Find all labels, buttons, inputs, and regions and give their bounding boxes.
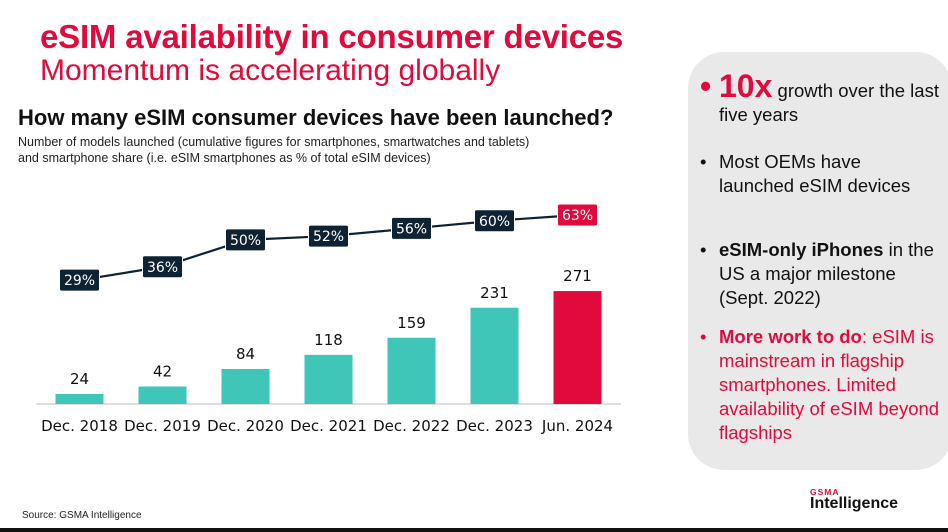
share-label-box <box>474 209 515 233</box>
bar-value-label: 231 <box>480 284 509 302</box>
highlight-iphones: • eSIM-only iPhones in the US a major mi… <box>700 238 940 310</box>
highlight-colon: : <box>861 326 868 347</box>
highlight-big-number: 10x <box>719 68 773 104</box>
x-tick-label: Dec. 2023 <box>456 417 533 435</box>
bar <box>221 369 270 404</box>
bar-value-label: 271 <box>563 267 592 285</box>
x-tick-label: Dec. 2019 <box>124 417 201 435</box>
share-label-box <box>557 203 598 227</box>
highlight-rest: growth over the last five years <box>719 80 939 125</box>
bar-value-label: 118 <box>314 331 343 349</box>
share-label-box <box>59 268 100 292</box>
share-label-box <box>308 224 349 248</box>
x-tick-label: Jun. 2024 <box>541 417 613 435</box>
bullet-dot: • <box>700 326 707 347</box>
highlight-text: 10x growth over the last five years <box>700 70 940 127</box>
bar <box>138 386 187 404</box>
chart: 24 Dec. 2018 42 Dec. 2019 84 Dec. 2020 118 Dec.… <box>36 203 621 435</box>
highlight-growth: • 10x growth over the last five years <box>700 68 940 127</box>
page-title: eSIM availability in consumer devices <box>40 18 624 55</box>
share-label-box <box>391 216 432 240</box>
bar <box>553 291 602 404</box>
bottom-bar <box>0 528 948 532</box>
chart-title: How many eSIM consumer devices have been… <box>18 105 614 130</box>
highlight-text: eSIM-only iPhones in the US a major mile… <box>700 238 940 310</box>
x-tick-label: Dec. 2021 <box>290 417 367 435</box>
share-label: 52% <box>313 229 344 245</box>
share-label: 56% <box>396 221 427 237</box>
highlight-more-work: • More work to do: eSIM is mainstream in… <box>700 325 940 445</box>
highlight-oems: • Most OEMs have launched eSIM devices <box>700 150 940 198</box>
bar-value-label: 84 <box>236 345 255 363</box>
chart-description-line: and smartphone share (i.e. eSIM smartpho… <box>18 151 431 165</box>
highlight-bold: More work to do <box>719 326 862 347</box>
chart-description: Number of models launched (cumulative fi… <box>18 134 529 166</box>
highlight-text: Most OEMs have launched eSIM devices <box>719 151 911 196</box>
highlight-rest: in the US a major milestone (Sept. 2022) <box>719 239 934 308</box>
share-label: 63% <box>562 208 593 224</box>
bar <box>55 394 104 404</box>
logo-main-text: Intelligence <box>810 495 899 512</box>
highlight-rest: eSIM is mainstream in flagship smartphon… <box>719 326 940 443</box>
source-note: Source: GSMA Intelligence <box>22 510 142 521</box>
chart-description-line: Number of models launched (cumulative fi… <box>18 135 530 149</box>
bullet-dot: • <box>700 151 707 172</box>
bullet-dot: • <box>700 68 712 104</box>
bar-value-label: 24 <box>70 370 89 388</box>
share-label: 36% <box>147 260 178 276</box>
page-subtitle: Momentum is accelerating globally <box>40 54 501 87</box>
x-tick-label: Dec. 2020 <box>207 417 284 435</box>
x-tick-label: Dec. 2022 <box>373 417 450 435</box>
highlight-text: More work to do: eSIM is mainstream in f… <box>700 325 940 445</box>
bar <box>387 337 436 404</box>
share-label: 29% <box>64 273 95 289</box>
share-label: 50% <box>230 233 261 249</box>
logo-top-text: GSMA <box>810 487 840 497</box>
bullet-dot: • <box>700 239 707 260</box>
highlight-bold: eSIM-only iPhones <box>719 239 884 260</box>
highlights-panel <box>688 52 948 470</box>
bar <box>304 354 353 404</box>
x-tick-label: Dec. 2018 <box>41 417 118 435</box>
bar-value-label: 159 <box>397 314 426 332</box>
bar <box>470 307 519 404</box>
gsma-intelligence-logo: GSMA Intelligence <box>810 487 920 513</box>
share-label-box <box>225 228 266 252</box>
share-label-box <box>142 255 183 279</box>
share-label: 60% <box>479 214 510 230</box>
bar-value-label: 42 <box>153 363 172 381</box>
